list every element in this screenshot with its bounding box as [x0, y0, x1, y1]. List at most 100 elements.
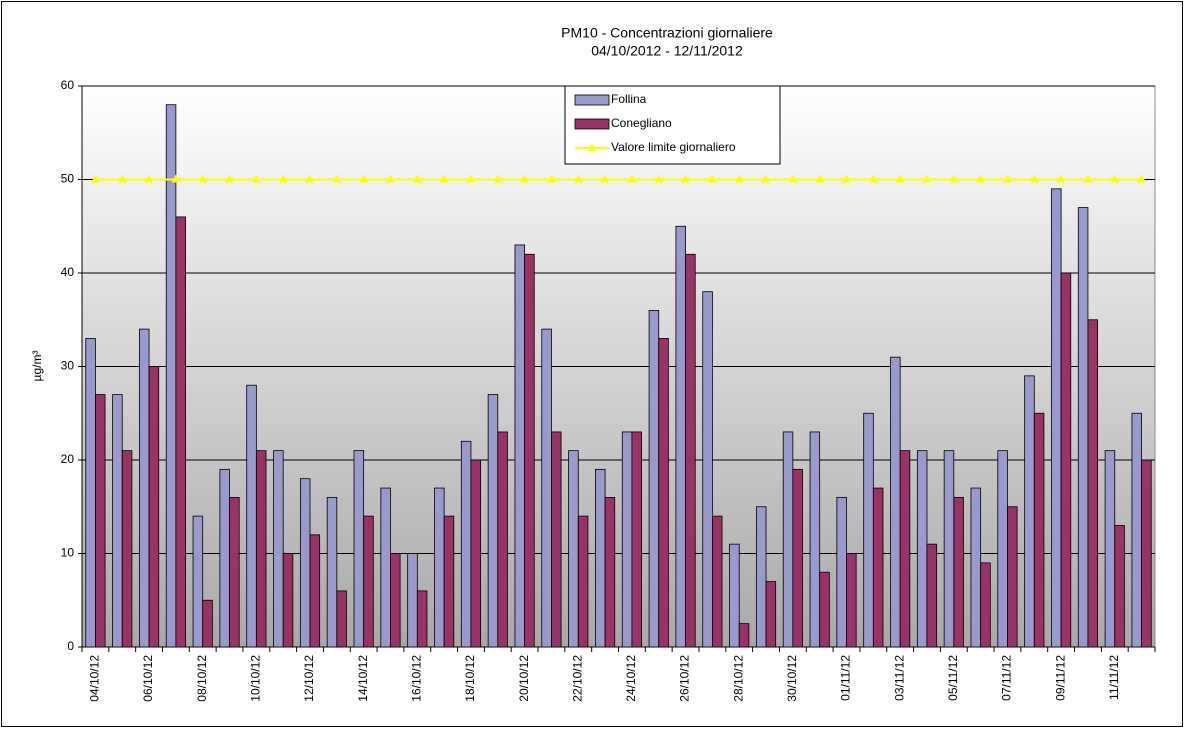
bar: [702, 291, 713, 648]
x-tick-label: 07/11/12: [1000, 655, 1014, 701]
bar: [846, 553, 857, 648]
bar: [675, 225, 686, 648]
limit-marker: [144, 174, 154, 183]
bar: [836, 496, 847, 648]
y-tick-label: 0: [67, 639, 74, 653]
limit-marker: [546, 174, 556, 183]
bar: [1060, 272, 1072, 648]
limit-marker: [1002, 174, 1012, 183]
x-tick-label: 10/10/12: [249, 655, 263, 702]
x-tick-label: 16/10/12: [409, 655, 423, 702]
limit-marker: [385, 174, 395, 183]
limit-marker: [412, 174, 422, 183]
bar: [631, 431, 642, 648]
bar: [121, 450, 133, 648]
bar: [1024, 375, 1035, 648]
bar: [326, 496, 338, 648]
x-tick-label: 12/10/12: [302, 655, 316, 702]
bar: [1131, 412, 1142, 648]
bar: [890, 356, 901, 648]
bar: [711, 515, 723, 648]
limit-marker: [1137, 174, 1147, 183]
bar: [970, 487, 982, 648]
limit-marker: [439, 174, 449, 183]
bar: [1033, 412, 1045, 648]
bar: [434, 487, 445, 648]
bar: [577, 515, 589, 648]
bar: [497, 431, 508, 648]
x-tick-label: 22/10/12: [570, 655, 584, 702]
limit-marker: [922, 174, 932, 183]
bar: [809, 431, 821, 648]
bar: [819, 571, 830, 648]
bar: [443, 515, 455, 648]
bar: [1114, 525, 1125, 648]
x-tick-label: 20/10/12: [517, 655, 531, 702]
chart-title: PM10 - Concentrazioni giornaliere: [561, 25, 773, 41]
y-tick-label: 40: [61, 265, 75, 279]
bar: [202, 599, 213, 648]
bar: [246, 384, 257, 648]
limit-marker: [117, 174, 127, 183]
x-tick-label: 06/10/12: [141, 655, 155, 702]
x-tick-label: 18/10/12: [463, 655, 477, 702]
bar: [85, 338, 96, 648]
y-tick-label: 50: [61, 172, 75, 186]
bar: [943, 450, 955, 648]
bar: [353, 450, 365, 648]
bar: [273, 450, 284, 648]
bar: [658, 338, 669, 648]
limit-marker: [332, 174, 342, 183]
x-tick-label: 30/10/12: [785, 655, 799, 702]
y-tick-label: 60: [61, 78, 75, 92]
legend-label: Valore limite giornaliero: [611, 140, 736, 154]
limit-marker: [788, 174, 798, 183]
x-tick-label: 09/11/12: [1053, 655, 1067, 701]
limit-marker: [1056, 174, 1066, 183]
bar: [460, 440, 472, 648]
bar: [872, 487, 884, 648]
bar: [1007, 506, 1018, 648]
bar: [953, 496, 964, 648]
bar: [336, 590, 347, 648]
bar: [926, 543, 938, 648]
y-axis-label: µg/m³: [30, 351, 44, 382]
limit-marker: [573, 174, 583, 183]
bar: [729, 543, 740, 648]
bar: [604, 496, 616, 648]
bar: [380, 487, 391, 648]
legend-swatch: [574, 94, 610, 106]
y-tick-label: 20: [61, 452, 75, 466]
bar: [219, 468, 230, 648]
x-tick-label: 28/10/12: [731, 655, 745, 702]
bar: [1141, 459, 1152, 648]
bar: [765, 581, 777, 648]
x-tick-label: 11/11/12: [1107, 655, 1121, 700]
bar: [916, 450, 928, 648]
limit-marker: [627, 174, 637, 183]
bar: [541, 328, 552, 648]
bar: [363, 515, 374, 648]
bar: [997, 450, 1008, 648]
bar: [568, 450, 579, 648]
bar: [782, 431, 794, 648]
limit-marker: [305, 174, 315, 183]
bar: [192, 515, 204, 648]
limit-marker: [1083, 174, 1093, 183]
limit-marker: [278, 174, 288, 183]
limit-marker: [359, 174, 369, 183]
legend-swatch: [574, 118, 610, 130]
limit-marker: [815, 174, 825, 183]
limit-marker: [198, 174, 208, 183]
limit-marker: [466, 174, 476, 183]
bar: [175, 216, 186, 648]
limit-marker: [1029, 174, 1039, 183]
limit-marker: [895, 174, 905, 183]
x-tick-label: 24/10/12: [624, 655, 638, 702]
bar: [229, 496, 240, 648]
bar: [685, 253, 696, 648]
x-tick-label: 03/11/12: [892, 655, 906, 701]
bar: [648, 309, 660, 648]
bar: [309, 534, 321, 648]
y-tick-label: 10: [61, 546, 75, 560]
